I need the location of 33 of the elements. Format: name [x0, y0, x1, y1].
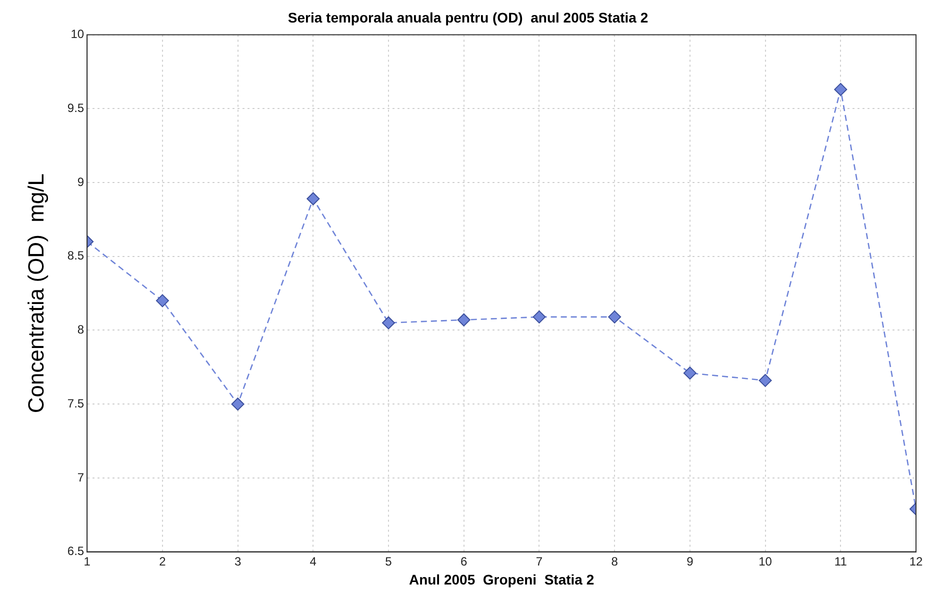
- x-tick-label: 6: [460, 554, 468, 568]
- y-tick-label: 6.5: [67, 544, 84, 558]
- point: [683, 366, 696, 380]
- x-tick-label: 4: [310, 554, 317, 568]
- x-tick-label: 10: [758, 554, 772, 568]
- y-tick-label: 7: [77, 470, 84, 484]
- x-tick-label: 3: [234, 554, 242, 568]
- point: [758, 374, 772, 387]
- x-tick-label: 5: [385, 554, 392, 568]
- x-tick-label: 9: [686, 554, 694, 568]
- x-tick-label: 11: [834, 554, 848, 568]
- point: [457, 313, 470, 326]
- y-tick-label: 9: [77, 174, 84, 189]
- point: [532, 310, 546, 324]
- y-axis-title: Concentratia (OD) mg/L: [23, 173, 48, 414]
- point: [608, 310, 622, 324]
- y-tick-label: 9.5: [67, 100, 84, 115]
- x-axis-title: Anul 2005 Gropeni Statia 2: [408, 571, 594, 588]
- x-tick-label: 12: [909, 554, 923, 568]
- x-tick-label: 8: [611, 554, 618, 568]
- chart-title: Seria temporala anuala pentru (OD) anul 2005 Statia 2: [288, 9, 648, 26]
- point: [156, 294, 169, 308]
- y-tick-label: 8.5: [67, 248, 84, 263]
- y-tick-label: 7.5: [67, 396, 84, 410]
- y-tick-label: 10: [70, 27, 84, 42]
- point: [382, 316, 396, 330]
- y-tick-label: 8: [77, 322, 84, 337]
- point: [306, 192, 320, 206]
- x-tick-label: 1: [84, 554, 91, 568]
- point: [231, 398, 244, 411]
- x-tick-label: 7: [536, 554, 543, 568]
- x-tick-label: 2: [159, 554, 166, 568]
- point: [834, 82, 848, 96]
